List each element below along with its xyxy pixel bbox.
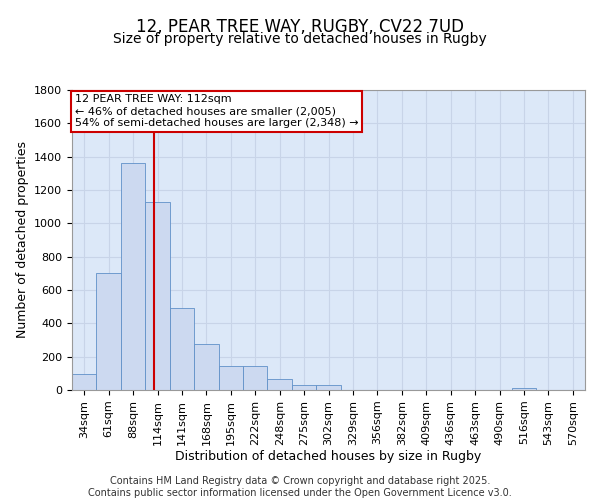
Bar xyxy=(170,308,194,390)
Bar xyxy=(218,366,243,390)
X-axis label: Distribution of detached houses by size in Rugby: Distribution of detached houses by size … xyxy=(175,450,482,464)
Bar xyxy=(292,385,316,390)
Text: 12, PEAR TREE WAY, RUGBY, CV22 7UD: 12, PEAR TREE WAY, RUGBY, CV22 7UD xyxy=(136,18,464,36)
Text: Size of property relative to detached houses in Rugby: Size of property relative to detached ho… xyxy=(113,32,487,46)
Bar xyxy=(243,366,268,390)
Bar xyxy=(145,202,170,390)
Bar xyxy=(97,274,121,390)
Bar xyxy=(72,374,97,390)
Y-axis label: Number of detached properties: Number of detached properties xyxy=(16,142,29,338)
Text: Contains HM Land Registry data © Crown copyright and database right 2025.
Contai: Contains HM Land Registry data © Crown c… xyxy=(88,476,512,498)
Bar xyxy=(268,379,292,390)
Text: 12 PEAR TREE WAY: 112sqm
← 46% of detached houses are smaller (2,005)
54% of sem: 12 PEAR TREE WAY: 112sqm ← 46% of detach… xyxy=(74,94,358,128)
Bar xyxy=(512,388,536,390)
Bar xyxy=(316,385,341,390)
Bar xyxy=(121,164,145,390)
Bar xyxy=(194,344,218,390)
